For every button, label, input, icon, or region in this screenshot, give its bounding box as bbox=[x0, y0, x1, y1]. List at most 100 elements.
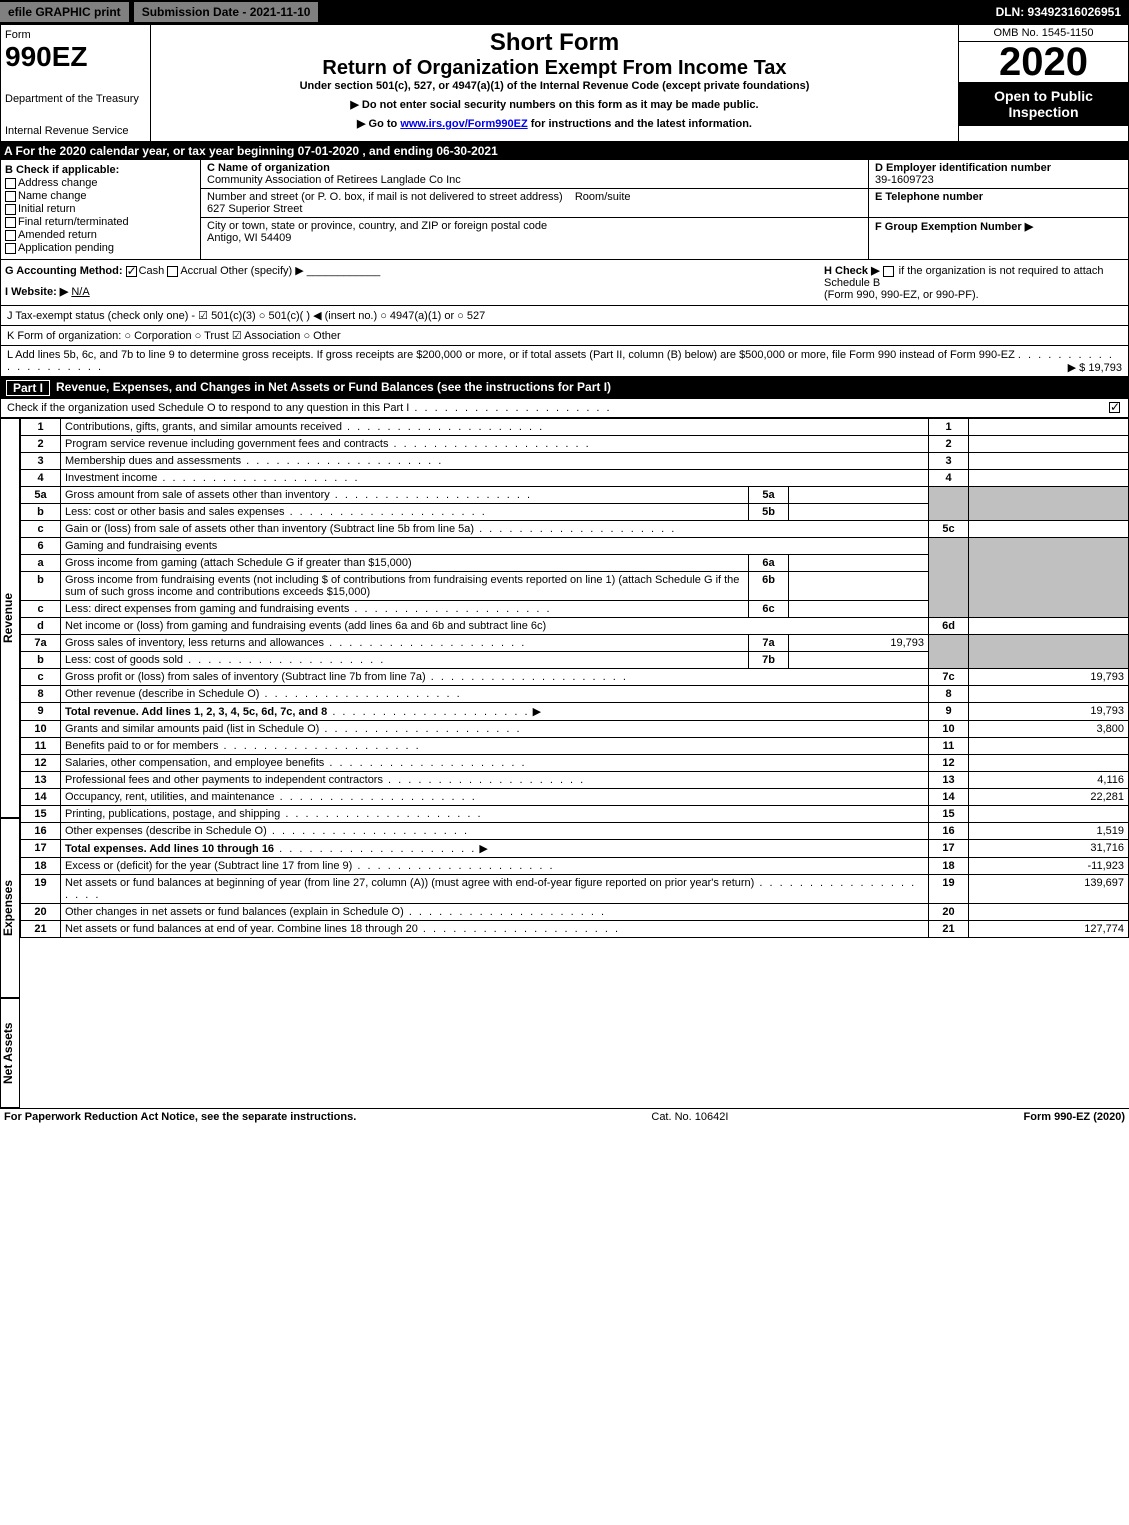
ein-label: D Employer identification number bbox=[875, 162, 1051, 174]
dept-treasury: Department of the Treasury bbox=[5, 93, 146, 105]
chk-initial-return[interactable]: Initial return bbox=[5, 203, 196, 215]
goto-note: ▶ Go to www.irs.gov/Form990EZ for instru… bbox=[155, 117, 954, 130]
row-l-text: L Add lines 5b, 6c, and 7b to line 9 to … bbox=[7, 349, 1015, 361]
line-20: 20Other changes in net assets or fund ba… bbox=[21, 904, 1129, 921]
part1-title: Revenue, Expenses, and Changes in Net As… bbox=[56, 380, 611, 396]
footer-right: Form 990-EZ (2020) bbox=[1024, 1111, 1125, 1123]
row-g-left: G Accounting Method: Cash Accrual Other … bbox=[5, 264, 824, 301]
part1-header: Part I Revenue, Expenses, and Changes in… bbox=[0, 377, 1129, 399]
line-6: 6Gaming and fundraising events bbox=[21, 538, 1129, 555]
submission-date: Submission Date - 2021-11-10 bbox=[133, 1, 320, 23]
chk-cash[interactable] bbox=[126, 266, 137, 277]
footer-left: For Paperwork Reduction Act Notice, see … bbox=[4, 1111, 356, 1123]
header-left: Form 990EZ Department of the Treasury In… bbox=[1, 25, 151, 141]
row-gh: G Accounting Method: Cash Accrual Other … bbox=[0, 260, 1129, 306]
header-mid: Short Form Return of Organization Exempt… bbox=[151, 25, 958, 141]
ein-value: 39-1609723 bbox=[875, 174, 934, 186]
line-1: 1Contributions, gifts, grants, and simil… bbox=[21, 419, 1129, 436]
city-row: City or town, state or province, country… bbox=[201, 218, 868, 246]
line-15: 15Printing, publications, postage, and s… bbox=[21, 806, 1129, 823]
irs-link[interactable]: www.irs.gov/Form990EZ bbox=[400, 118, 527, 130]
chk-final-return[interactable]: Final return/terminated bbox=[5, 216, 196, 228]
short-form-title: Short Form bbox=[155, 29, 954, 57]
chk-schedule-o[interactable] bbox=[1109, 402, 1120, 413]
form-number: 990EZ bbox=[5, 41, 146, 73]
part1-sub: Check if the organization used Schedule … bbox=[0, 399, 1129, 418]
row-k: K Form of organization: ○ Corporation ○ … bbox=[0, 326, 1129, 346]
h-label: H Check ▶ bbox=[824, 265, 880, 277]
addr-value: 627 Superior Street bbox=[207, 203, 302, 215]
dln-label: DLN: 93492316026951 bbox=[988, 2, 1129, 22]
line-3: 3Membership dues and assessments3 bbox=[21, 453, 1129, 470]
line-14: 14Occupancy, rent, utilities, and mainte… bbox=[21, 789, 1129, 806]
ein-row: D Employer identification number 39-1609… bbox=[869, 160, 1128, 189]
form-word: Form bbox=[5, 29, 146, 41]
line-17: 17Total expenses. Add lines 10 through 1… bbox=[21, 840, 1129, 858]
other-label: Other (specify) ▶ bbox=[220, 265, 304, 277]
subtitle: Under section 501(c), 527, or 4947(a)(1)… bbox=[155, 80, 954, 92]
org-name-value: Community Association of Retirees Langla… bbox=[207, 174, 461, 186]
chk-accrual[interactable] bbox=[167, 266, 178, 277]
line-5c: cGain or (loss) from sale of assets othe… bbox=[21, 521, 1129, 538]
org-name-row: C Name of organization Community Associa… bbox=[201, 160, 868, 189]
chk-address-change[interactable]: Address change bbox=[5, 177, 196, 189]
h-text2: (Form 990, 990-EZ, or 990-PF). bbox=[824, 289, 979, 301]
city-value: Antigo, WI 54409 bbox=[207, 232, 291, 244]
header-right: OMB No. 1545-1150 2020 Open to Public In… bbox=[958, 25, 1128, 141]
row-l-amount: ▶ $ 19,793 bbox=[1068, 361, 1122, 374]
footer-catno: Cat. No. 10642I bbox=[651, 1111, 728, 1123]
chk-name-change[interactable]: Name change bbox=[5, 190, 196, 202]
col-def: D Employer identification number 39-1609… bbox=[868, 160, 1128, 259]
room-label: Room/suite bbox=[575, 191, 631, 203]
col-c: C Name of organization Community Associa… bbox=[201, 160, 868, 259]
ssn-note: ▶ Do not enter social security numbers o… bbox=[155, 98, 954, 111]
chk-h[interactable] bbox=[883, 266, 894, 277]
group-row: F Group Exemption Number ▶ bbox=[869, 218, 1128, 235]
city-label: City or town, state or province, country… bbox=[207, 220, 547, 232]
part1-label: Part I bbox=[6, 380, 50, 396]
inspection-label: Open to Public Inspection bbox=[959, 82, 1128, 126]
line-19: 19Net assets or fund balances at beginni… bbox=[21, 875, 1129, 904]
expenses-label: Expenses bbox=[0, 818, 20, 998]
efile-label[interactable]: efile GRAPHIC print bbox=[0, 2, 129, 22]
goto-post: for instructions and the latest informat… bbox=[528, 118, 752, 130]
tax-year: 2020 bbox=[959, 42, 1128, 82]
row-j: J Tax-exempt status (check only one) - ☑… bbox=[0, 306, 1129, 326]
chk-amended-return[interactable]: Amended return bbox=[5, 229, 196, 241]
page-footer: For Paperwork Reduction Act Notice, see … bbox=[0, 1108, 1129, 1125]
org-name-label: C Name of organization bbox=[207, 162, 330, 174]
part1-table: 1Contributions, gifts, grants, and simil… bbox=[20, 418, 1129, 938]
line-11: 11Benefits paid to or for members11 bbox=[21, 738, 1129, 755]
g-label: G Accounting Method: bbox=[5, 265, 123, 277]
vertical-labels: Revenue Expenses Net Assets bbox=[0, 418, 20, 1108]
section-a: A For the 2020 calendar year, or tax yea… bbox=[0, 142, 1129, 160]
line-7a: 7aGross sales of inventory, less returns… bbox=[21, 635, 1129, 652]
line-18: 18Excess or (deficit) for the year (Subt… bbox=[21, 858, 1129, 875]
line-4: 4Investment income4 bbox=[21, 470, 1129, 487]
top-bar: efile GRAPHIC print Submission Date - 20… bbox=[0, 0, 1129, 24]
address-row: Number and street (or P. O. box, if mail… bbox=[201, 189, 868, 218]
row-h: H Check ▶ if the organization is not req… bbox=[824, 264, 1124, 301]
col-b-title: B Check if applicable: bbox=[5, 164, 119, 176]
line-7c: cGross profit or (loss) from sales of in… bbox=[21, 669, 1129, 686]
website-value: N/A bbox=[71, 286, 89, 298]
line-5a: 5aGross amount from sale of assets other… bbox=[21, 487, 1129, 504]
row-l: L Add lines 5b, 6c, and 7b to line 9 to … bbox=[0, 346, 1129, 377]
cash-label: Cash bbox=[139, 265, 165, 277]
row-bcdef: B Check if applicable: Address change Na… bbox=[0, 160, 1129, 260]
col-b: B Check if applicable: Address change Na… bbox=[1, 160, 201, 259]
main-title: Return of Organization Exempt From Incom… bbox=[155, 57, 954, 80]
addr-label: Number and street (or P. O. box, if mail… bbox=[207, 191, 563, 203]
line-10: 10Grants and similar amounts paid (list … bbox=[21, 721, 1129, 738]
line-12: 12Salaries, other compensation, and empl… bbox=[21, 755, 1129, 772]
phone-row: E Telephone number bbox=[869, 189, 1128, 218]
line-2: 2Program service revenue including gover… bbox=[21, 436, 1129, 453]
line-6d: dNet income or (loss) from gaming and fu… bbox=[21, 618, 1129, 635]
goto-pre: ▶ Go to bbox=[357, 118, 400, 130]
line-21: 21Net assets or fund balances at end of … bbox=[21, 921, 1129, 938]
line-8: 8Other revenue (describe in Schedule O)8 bbox=[21, 686, 1129, 703]
dept-irs: Internal Revenue Service bbox=[5, 125, 146, 137]
i-label: I Website: ▶ bbox=[5, 286, 68, 298]
chk-application-pending[interactable]: Application pending bbox=[5, 242, 196, 254]
line-9: 9Total revenue. Add lines 1, 2, 3, 4, 5c… bbox=[21, 703, 1129, 721]
